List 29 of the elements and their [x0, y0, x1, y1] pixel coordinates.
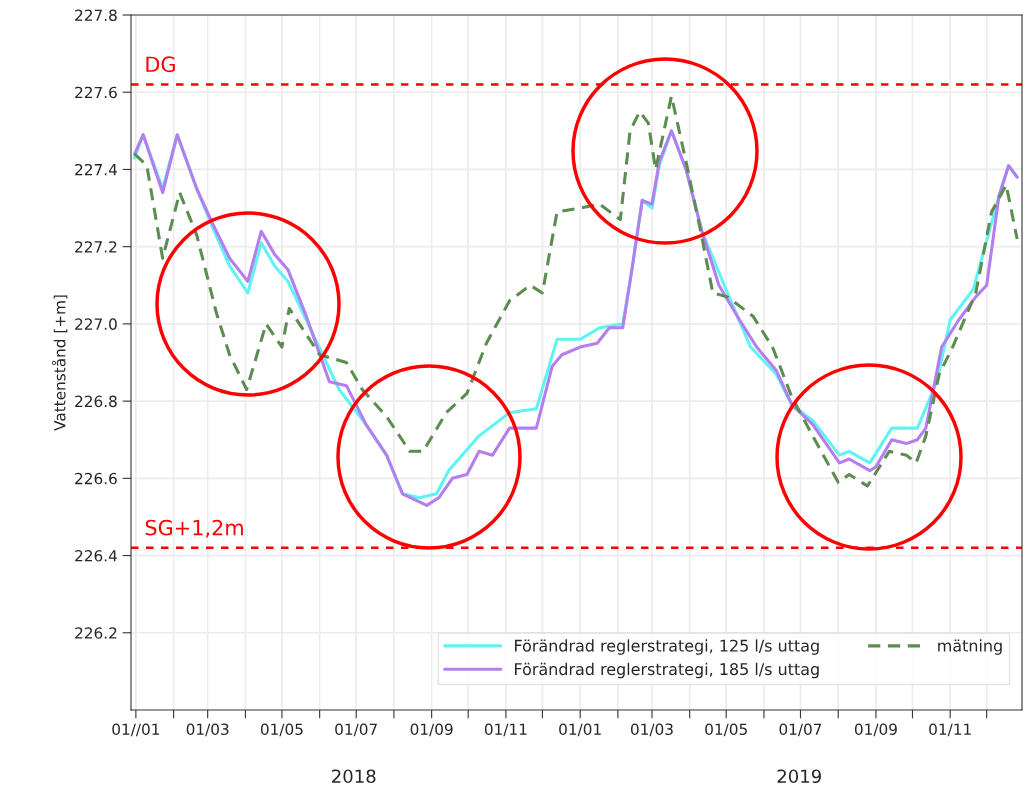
- ref-line-label: SG+1,2m: [145, 519, 243, 538]
- y-tick-label: 226.8: [75, 395, 117, 408]
- x-tick-label: 01//01: [112, 723, 160, 737]
- text: 2018: [332, 769, 376, 784]
- y-tick-label: 227.4: [75, 163, 117, 176]
- x-tick-label: 01/11: [929, 723, 971, 737]
- x-tick-label: 01/09: [410, 723, 453, 737]
- x-tick-label: 01/09: [854, 723, 897, 737]
- x-tick-label: 01/11: [484, 723, 527, 737]
- y-tick-label: 226.6: [75, 472, 117, 485]
- y-tick-label: 227.8: [75, 9, 117, 22]
- x-tick-label: 01/03: [186, 723, 229, 737]
- legend-label: mätning: [938, 639, 1002, 655]
- y-axis-title: Vattenstånd [+m]: [51, 295, 68, 431]
- x-tick-label: 01/05: [260, 723, 303, 737]
- y-tick-label: 226.4: [75, 550, 117, 562]
- y-tick-label: 227.2: [75, 241, 117, 253]
- y-tick-label: 227.6: [75, 86, 117, 99]
- x-tick-label: 01/03: [630, 723, 673, 737]
- text: 2019: [777, 769, 821, 784]
- legend-label: Förändrad reglerstrategi, 125 l/s uttag: [515, 639, 819, 655]
- ref-line-label: DG: [146, 56, 175, 73]
- y-tick-label: 227.0: [75, 318, 117, 330]
- y-tick-label: 226.2: [75, 627, 117, 639]
- x-tick-label: 01/05: [705, 723, 747, 737]
- x-tick-label: 01/07: [335, 723, 377, 737]
- legend-label: Förändrad reglerstrategi, 185 l/s uttag: [515, 662, 819, 679]
- x-tick-label: 01/07: [779, 723, 822, 737]
- x-tick-label: 01/01: [559, 723, 601, 737]
